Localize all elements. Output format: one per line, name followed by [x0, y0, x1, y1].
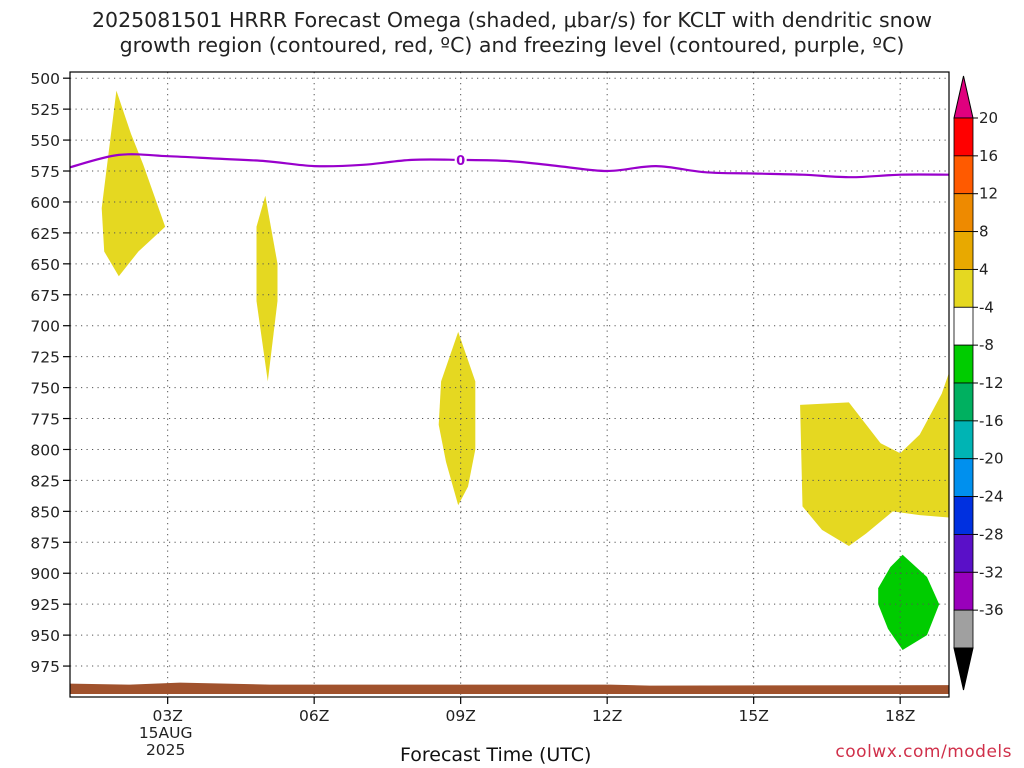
colorbar-label-11: -24: [979, 488, 1004, 506]
x-tick-label-09Z: 09Z: [445, 707, 475, 725]
y-tick-label-650: 650: [30, 256, 60, 274]
y-tick-label-525: 525: [30, 101, 60, 119]
y-tick-label-800: 800: [30, 441, 60, 459]
colorbar-swatch-9: [953, 420, 974, 460]
y-tick-label-550: 550: [30, 132, 60, 150]
freezing-level-label-group: 0: [454, 151, 467, 169]
colorbar-swatch-3: [953, 193, 974, 232]
y-tick-label-825: 825: [30, 472, 60, 490]
colorbar-swatch-10: [953, 458, 974, 497]
y-tick-label-500: 500: [30, 70, 60, 88]
x-tick-label-06Z: 06Z: [299, 707, 329, 725]
colorbar-swatch-2: [953, 155, 974, 195]
colorbar-label-7: -8: [979, 336, 994, 354]
y-tick-label-725: 725: [30, 349, 60, 367]
colorbar-swatch-13: [953, 571, 974, 611]
y-tick-label-775: 775: [30, 411, 60, 429]
colorbar-label-13: -32: [979, 563, 1004, 581]
colorbar-swatch-8: [953, 382, 974, 422]
colorbar-label-6: -4: [979, 298, 994, 316]
y-tick-label-850: 850: [30, 503, 60, 521]
omega-region-4: [800, 372, 949, 546]
chart-title: 2025081501 HRRR Forecast Omega (shaded, …: [92, 8, 932, 57]
terrain-surface: [70, 682, 949, 694]
colorbar-bottom-arrow: [953, 647, 974, 691]
omega-region-5: [878, 554, 940, 650]
credit-text: coolwx.com/models: [835, 742, 1012, 762]
freezing-level-label-bg: [454, 151, 467, 168]
y-tick-label-750: 750: [30, 380, 60, 398]
colorbar-swatch-1: [953, 117, 974, 157]
plot-frame: [69, 71, 950, 698]
colorbar-label-14: -36: [979, 601, 1004, 619]
y-tick-label-625: 625: [30, 225, 60, 243]
x-tick-label-18Z: 18Z: [885, 707, 915, 725]
omega-shading: [101, 90, 949, 650]
colorbar-label-12: -28: [979, 525, 1004, 543]
x-axis-label: Forecast Time (UTC): [400, 744, 592, 766]
y-tick-label-975: 975: [30, 658, 60, 676]
y-tick-label-575: 575: [30, 163, 60, 181]
colorbar-top-arrow: [953, 75, 974, 119]
colorbar-label-3: 12: [979, 185, 998, 203]
x-tick-label-15Z: 15Z: [738, 707, 768, 725]
colorbar-swatch-14: [953, 609, 974, 649]
colorbar-label-10: -20: [979, 450, 1004, 468]
x-tick-label-03Z: 03Z: [152, 707, 182, 725]
omega-region-2: [256, 195, 278, 382]
colorbar-swatch-6: [953, 306, 974, 346]
colorbar-label-5: 4: [979, 260, 989, 278]
y-tick-label-900: 900: [30, 565, 60, 583]
colorbar-label-1: 20: [979, 109, 998, 127]
colorbar-label-9: -16: [979, 412, 1004, 430]
x-tick-sublabel-2: 2025: [146, 741, 185, 759]
colorbar-label-4: 8: [979, 223, 989, 241]
plot-background: [70, 72, 949, 697]
colorbar-swatch-4: [953, 231, 974, 270]
freezing-level-label: 0: [456, 154, 465, 169]
colorbar-label-8: -12: [979, 374, 1004, 392]
freezing-level-contour: [69, 153, 950, 179]
colorbar-swatch-12: [953, 534, 974, 573]
colorbar-swatch-11: [953, 496, 974, 535]
y-axis: 500 525 550 575 600 625 650 675 700 725 750 775 800 8…: [30, 70, 70, 676]
y-tick-label-875: 875: [30, 534, 60, 552]
y-tick-label-950: 950: [30, 627, 60, 645]
y-tick-label-600: 600: [30, 194, 60, 212]
omega-region-1: [101, 90, 166, 277]
y-tick-label-675: 675: [30, 287, 60, 305]
y-tick-label-925: 925: [30, 596, 60, 614]
x-tick-label-12Z: 12Z: [592, 707, 622, 725]
colorbar: 20 16 12 8 4 -4 -8 -12 -16 -20 -24 -28 -32 -36: [953, 75, 1004, 691]
omega-region-3: [438, 331, 476, 506]
colorbar-swatch-5: [953, 269, 974, 308]
colorbar-swatch-7: [953, 344, 974, 384]
x-tick-sublabel-1: 15AUG: [139, 724, 193, 742]
grid-lines: [70, 72, 949, 697]
y-tick-label-700: 700: [30, 318, 60, 336]
colorbar-label-2: 16: [979, 147, 998, 165]
